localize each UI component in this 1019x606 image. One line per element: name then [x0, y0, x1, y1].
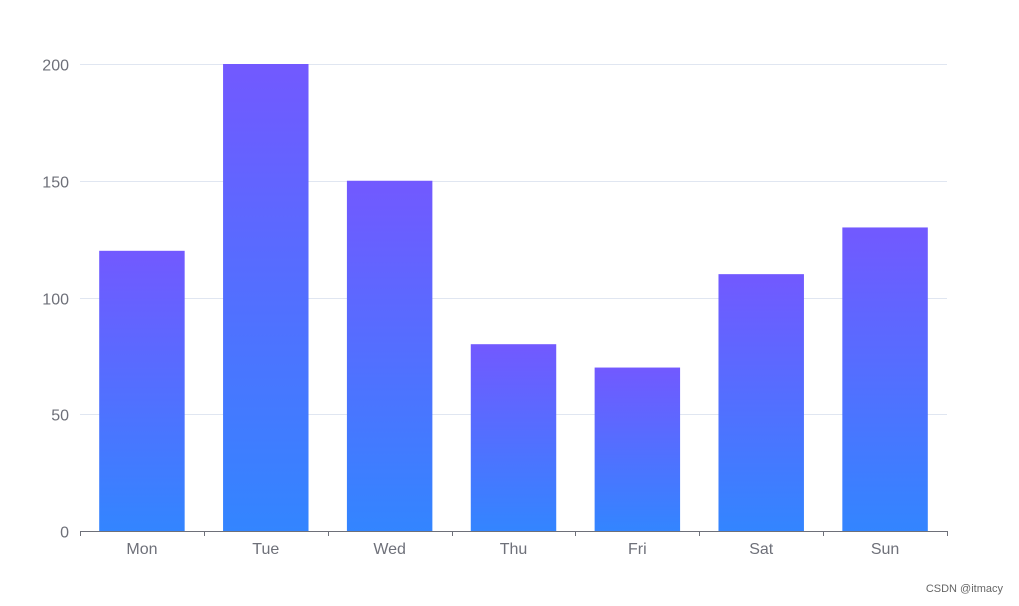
y-tick-label: 100 [42, 292, 69, 309]
y-tick-label: 150 [42, 175, 69, 192]
x-tick-label: Thu [500, 541, 528, 558]
x-tick-label: Tue [252, 541, 279, 558]
x-tick-label: Sun [871, 541, 899, 558]
y-axis-labels: 0 50 100 150 200 [42, 58, 69, 542]
watermark: CSDN @itmacy [925, 583, 1003, 595]
x-tick-label: Fri [628, 541, 647, 558]
bar-sat[interactable] [718, 274, 804, 531]
y-tick-label: 50 [51, 408, 69, 425]
y-tick-label: 0 [60, 525, 69, 542]
bar-tue[interactable] [223, 64, 309, 531]
x-axis-labels: Mon Tue Wed Thu Fri Sat Sun [126, 541, 899, 558]
x-tick-label: Wed [373, 541, 406, 558]
bar-thu[interactable] [470, 344, 557, 531]
bar-fri[interactable] [594, 367, 681, 531]
y-tick-label: 200 [42, 58, 69, 75]
bar-mon[interactable] [99, 250, 185, 532]
x-axis [80, 531, 948, 536]
bars [99, 64, 928, 532]
bar-wed[interactable] [346, 180, 433, 531]
x-tick-label: Sat [749, 541, 774, 558]
bar-sun[interactable] [842, 227, 928, 531]
x-tick-label: Mon [126, 541, 157, 558]
